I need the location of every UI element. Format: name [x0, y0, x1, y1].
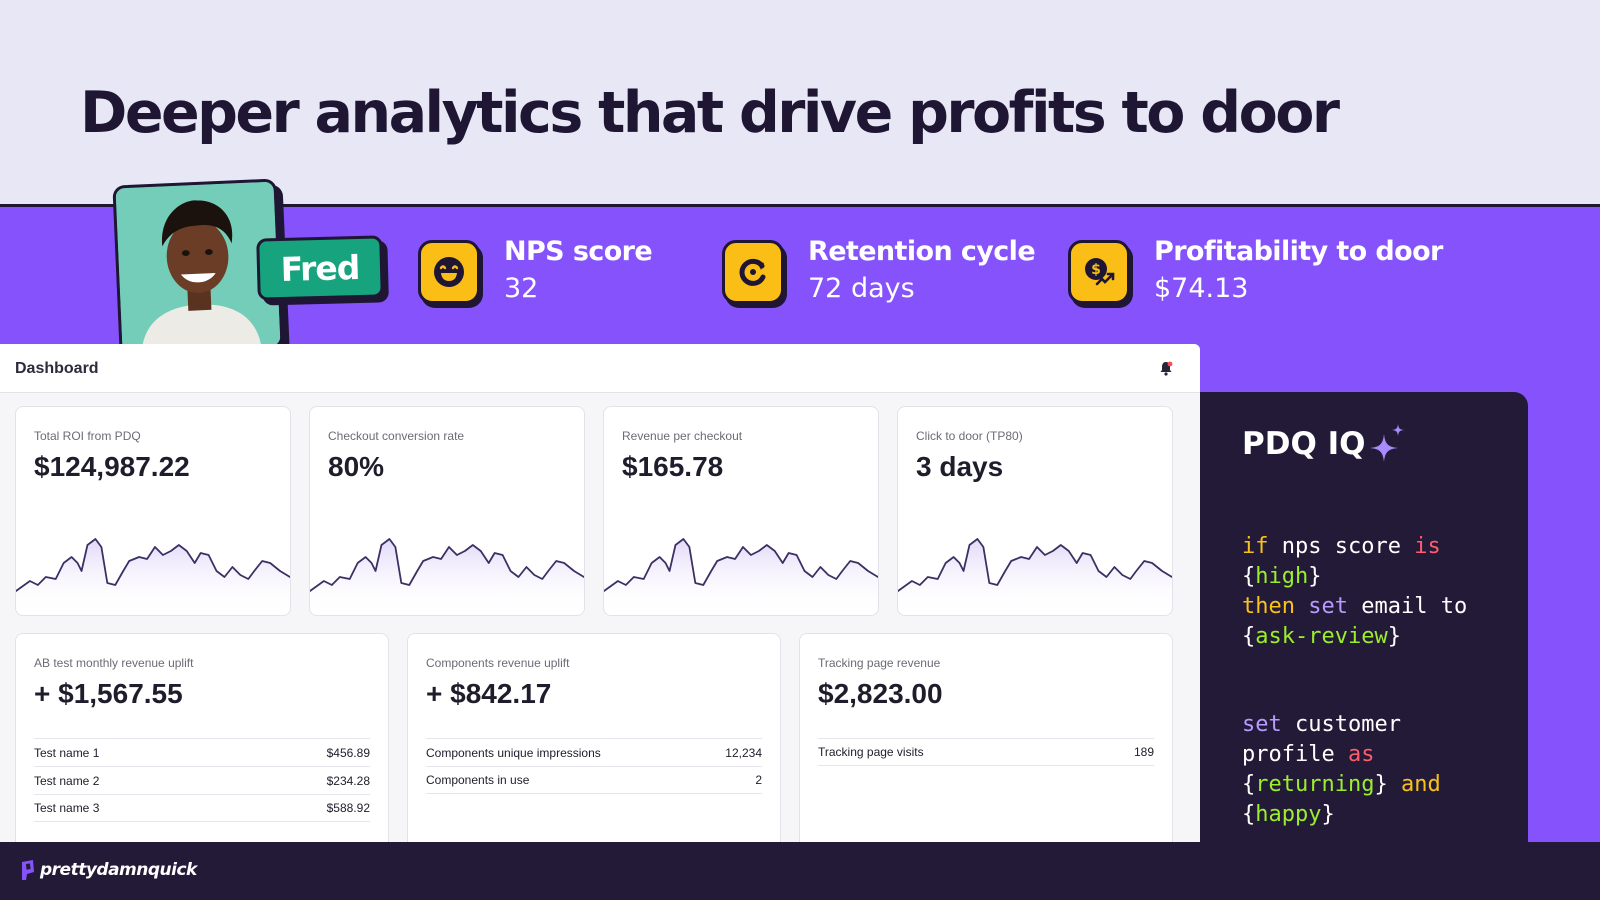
metric-label: Click to door (TP80): [916, 429, 1023, 443]
code-keyword: is: [1414, 534, 1441, 559]
kpi-value-profitability: $74.13: [1154, 273, 1249, 304]
page-headline: Deeper analytics that drive profits to d…: [80, 80, 1340, 146]
code-text: customer: [1295, 712, 1401, 737]
metric-value: 3 days: [916, 451, 1004, 482]
iq-title: PDQ IQ: [1242, 426, 1366, 462]
detail-table: Test name 1 $456.89 Test name 2 $234.28 Te…: [34, 738, 370, 822]
metric-card-roi: Total ROI from PDQ $124,987.22: [15, 406, 291, 616]
sparkline: [898, 538, 1172, 615]
bell-icon[interactable]: [1158, 360, 1174, 376]
svg-text:$: $: [1091, 262, 1101, 278]
code-keyword: set: [1242, 712, 1282, 737]
dashboard-header: Dashboard: [0, 344, 1200, 393]
detail-table: Components unique impressions 12,234 Comp…: [426, 738, 762, 794]
metric-label: Revenue per checkout: [622, 429, 743, 443]
sparkline: [310, 538, 584, 615]
table-row[interactable]: Components unique impressions 12,234: [426, 738, 762, 766]
metric-card-click-to-door: Click to door (TP80) 3 days: [897, 406, 1173, 616]
row-name: Test name 1: [34, 745, 100, 760]
brand-logo-text: prettydamnquick: [40, 860, 197, 880]
sparkline-path: [604, 538, 878, 592]
code-text: nps score: [1281, 534, 1401, 559]
brand-mark-icon: [22, 860, 34, 880]
profile-name-tag: Fred: [256, 235, 384, 301]
detail-label: Components revenue uplift: [426, 656, 570, 670]
table-row[interactable]: Tracking page visits 189: [818, 738, 1154, 766]
sparkline-path: [310, 538, 584, 592]
detail-card-components: Components revenue uplift + $842.17 Comp…: [407, 633, 781, 842]
table-row[interactable]: Test name 2 $234.28: [34, 766, 370, 794]
avatar: [112, 178, 284, 356]
person-photo-icon: [115, 181, 281, 353]
sparkline-path: [16, 538, 290, 592]
detail-label: AB test monthly revenue uplift: [34, 656, 194, 670]
metric-value: $124,987.22: [34, 451, 190, 482]
detail-label: Tracking page revenue: [818, 656, 941, 670]
row-value: 12,234: [725, 745, 762, 760]
table-row[interactable]: Test name 1 $456.89: [34, 738, 370, 766]
kpi-value-retention: 72 days: [808, 273, 915, 304]
sparkle-icon: [1370, 424, 1404, 462]
dashboard-panel: Dashboard Total ROI from PDQ $124,987.22…: [0, 344, 1200, 842]
row-name: Test name 2: [34, 773, 100, 788]
metric-value: 80%: [328, 451, 385, 482]
row-name: Components unique impressions: [426, 745, 601, 760]
row-value: $456.89: [326, 745, 370, 760]
detail-value: $2,823.00: [818, 678, 943, 709]
code-value: ask-review: [1255, 624, 1388, 649]
row-name: Tracking page visits: [818, 745, 924, 759]
kpi-value-nps: 32: [504, 273, 539, 304]
metric-card-conversion: Checkout conversion rate 80%: [309, 406, 585, 616]
code-value: high: [1255, 564, 1309, 589]
row-value: $234.28: [326, 773, 370, 788]
kpi-title-nps: NPS score: [504, 236, 653, 267]
code-text: profile: [1242, 742, 1335, 767]
dashboard-title: Dashboard: [15, 360, 99, 377]
iq-rule-profile: set customer profile as {returning} and …: [1242, 712, 1441, 827]
coin-trend-icon: $: [1068, 240, 1130, 304]
code-value: happy: [1255, 802, 1322, 827]
detail-table: Tracking page visits 189: [818, 738, 1154, 766]
code-keyword: as: [1347, 742, 1375, 767]
footer-bar: prettydamnquick: [0, 842, 1600, 900]
brand-logo[interactable]: prettydamnquick: [20, 859, 197, 881]
code-text: email: [1361, 594, 1428, 619]
sparkline: [16, 538, 290, 615]
code-keyword: and: [1400, 772, 1441, 797]
row-value: $588.92: [326, 801, 370, 815]
table-row[interactable]: Test name 3 $588.92: [34, 794, 370, 822]
iq-panel: PDQ IQ if nps score is {high} then set e…: [1200, 392, 1528, 844]
row-name: Components in use: [426, 773, 530, 787]
metric-label: Total ROI from PDQ: [34, 429, 141, 443]
code-keyword: then: [1242, 594, 1295, 619]
code-keyword: set: [1308, 594, 1348, 619]
code-value: returning: [1255, 772, 1375, 797]
kpi-title-profitability: Profitability to door: [1154, 236, 1443, 267]
metric-value: $165.78: [622, 451, 724, 482]
kpi-title-retention: Retention cycle: [808, 236, 1036, 267]
iq-rule-review: if nps score is {high} then set email to…: [1242, 534, 1468, 649]
detail-card-tracking: Tracking page revenue $2,823.00 Tracking…: [799, 633, 1173, 842]
sparkline: [604, 538, 878, 615]
detail-value: + $842.17: [426, 678, 552, 709]
detail-card-ab-test: AB test monthly revenue uplift + $1,567.…: [15, 633, 389, 842]
row-name: Test name 3: [34, 801, 100, 815]
refresh-icon: [722, 240, 784, 304]
table-row[interactable]: Components in use 2: [426, 766, 762, 794]
metric-card-revenue-per-checkout: Revenue per checkout $165.78: [603, 406, 879, 616]
detail-value: + $1,567.55: [34, 678, 183, 709]
code-text: to: [1440, 594, 1468, 619]
code-keyword: if: [1242, 534, 1269, 559]
row-value: 2: [755, 773, 762, 787]
row-value: 189: [1133, 745, 1154, 759]
smile-icon: [418, 240, 480, 304]
sparkline-path: [898, 538, 1172, 592]
metric-label: Checkout conversion rate: [328, 429, 465, 443]
